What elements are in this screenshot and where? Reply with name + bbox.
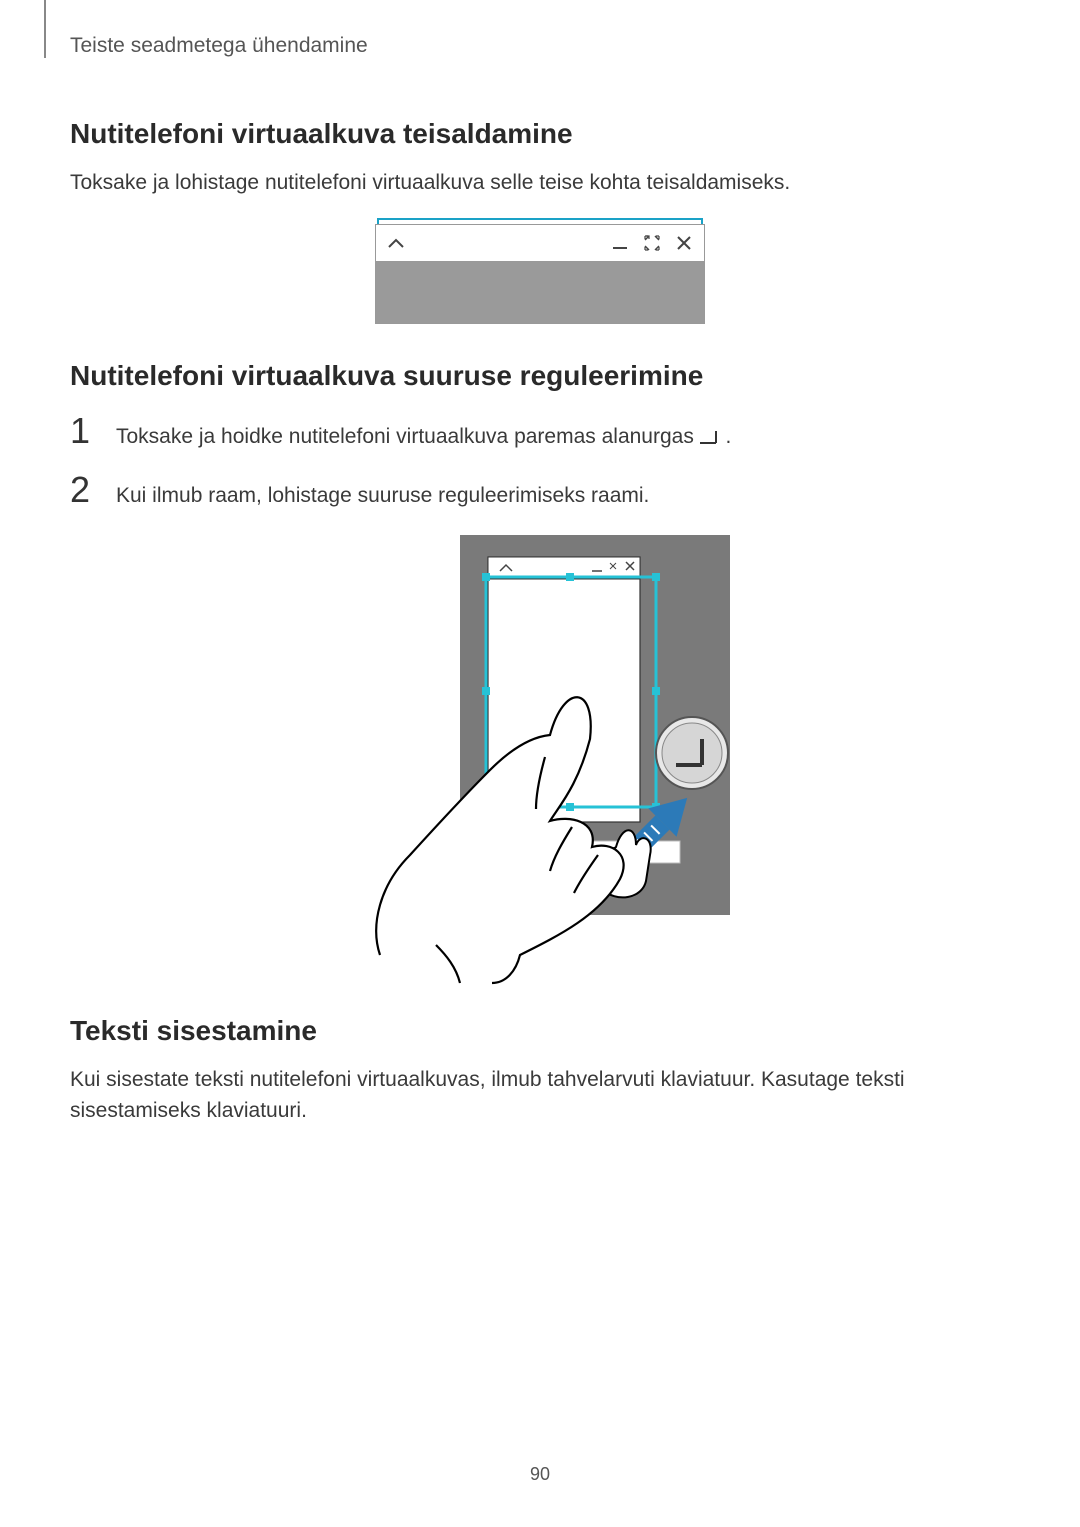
page-root: Teiste seadmetega ühendamine Nutitelefon… bbox=[0, 0, 1080, 1527]
header-rule bbox=[44, 0, 46, 58]
page-number: 90 bbox=[0, 1464, 1080, 1485]
window-caret bbox=[386, 232, 406, 255]
window-body bbox=[375, 262, 705, 324]
section1-title: Nutitelefoni virtuaalkuva teisaldamine bbox=[70, 118, 1010, 150]
expand-icon bbox=[642, 233, 662, 253]
section3-text: Kui sisestate teksti nutitelefoni virtua… bbox=[70, 1065, 1010, 1126]
section3-title: Teksti sisestamine bbox=[70, 1015, 1010, 1047]
content: Nutitelefoni virtuaalkuva teisaldamine T… bbox=[70, 0, 1010, 1126]
step-1-text-after: . bbox=[726, 425, 732, 448]
step-number: 1 bbox=[70, 410, 96, 452]
step-1-text: Toksake ja hoidke nutitelefoni virtuaalk… bbox=[116, 422, 731, 454]
step-2-text-before: Kui ilmub raam, lohistage suuruse regule… bbox=[116, 484, 649, 507]
step-2-text: Kui ilmub raam, lohistage suuruse regule… bbox=[116, 481, 649, 511]
resize-corner-icon bbox=[700, 424, 720, 454]
caret-up-icon bbox=[386, 233, 406, 253]
section1-text: Toksake ja lohistage nutitelefoni virtua… bbox=[70, 168, 1010, 198]
step-number: 2 bbox=[70, 469, 96, 511]
figure-window-bar bbox=[70, 218, 1010, 324]
resize-illustration bbox=[340, 525, 740, 985]
close-icon bbox=[674, 233, 694, 253]
step-1-text-before: Toksake ja hoidke nutitelefoni virtuaalk… bbox=[116, 425, 700, 448]
section2-title: Nutitelefoni virtuaalkuva suuruse regule… bbox=[70, 360, 1010, 392]
figure-resize-hand bbox=[70, 525, 1010, 985]
step-2: 2 Kui ilmub raam, lohistage suuruse regu… bbox=[70, 469, 1010, 511]
window-controls bbox=[610, 233, 694, 253]
minimize-icon bbox=[610, 233, 630, 253]
window-titlebar bbox=[375, 224, 705, 262]
step-1: 1 Toksake ja hoidke nutitelefoni virtuaa… bbox=[70, 410, 1010, 454]
window-snippet bbox=[375, 218, 705, 324]
breadcrumb: Teiste seadmetega ühendamine bbox=[70, 34, 368, 58]
